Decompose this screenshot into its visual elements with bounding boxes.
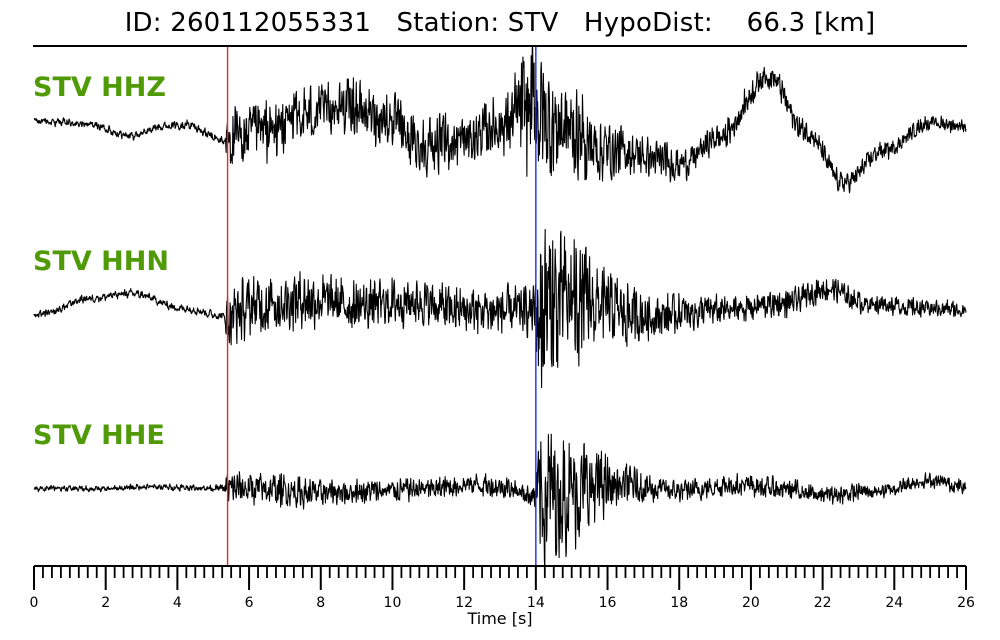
x-tick-label: 6 — [245, 595, 254, 611]
x-tick-label: 2 — [101, 595, 110, 611]
x-tick-label: 8 — [316, 595, 325, 611]
channel-label-hhe: STV HHE — [33, 420, 165, 451]
traces-group — [33, 46, 967, 575]
channel-label-hhz: STV HHZ — [33, 72, 166, 103]
waveform-stv-hhe — [33, 433, 967, 575]
x-tick-label: 22 — [814, 595, 832, 611]
x-axis-label: Time [s] — [466, 609, 532, 628]
x-tick-label: 16 — [599, 595, 617, 611]
x-tick-label: 26 — [957, 595, 975, 611]
x-tick-label: 20 — [742, 595, 760, 611]
picks-group — [226, 47, 537, 566]
waveform-stv-hhz — [33, 46, 967, 194]
waveform-stv-hhn — [33, 228, 967, 389]
chart-title: ID: 260112055331 Station: STV HypoDist: … — [124, 8, 876, 38]
x-tick-label: 14 — [527, 595, 545, 611]
x-tick-label: 0 — [30, 595, 39, 611]
x-tick-label: 10 — [384, 595, 402, 611]
x-tick-label: 12 — [455, 595, 473, 611]
x-tick-label: 18 — [670, 595, 688, 611]
x-tick-label: 4 — [173, 595, 182, 611]
title-underline — [33, 45, 967, 47]
channel-label-hhn: STV HHN — [33, 246, 169, 277]
x-tick-label: 24 — [885, 595, 903, 611]
